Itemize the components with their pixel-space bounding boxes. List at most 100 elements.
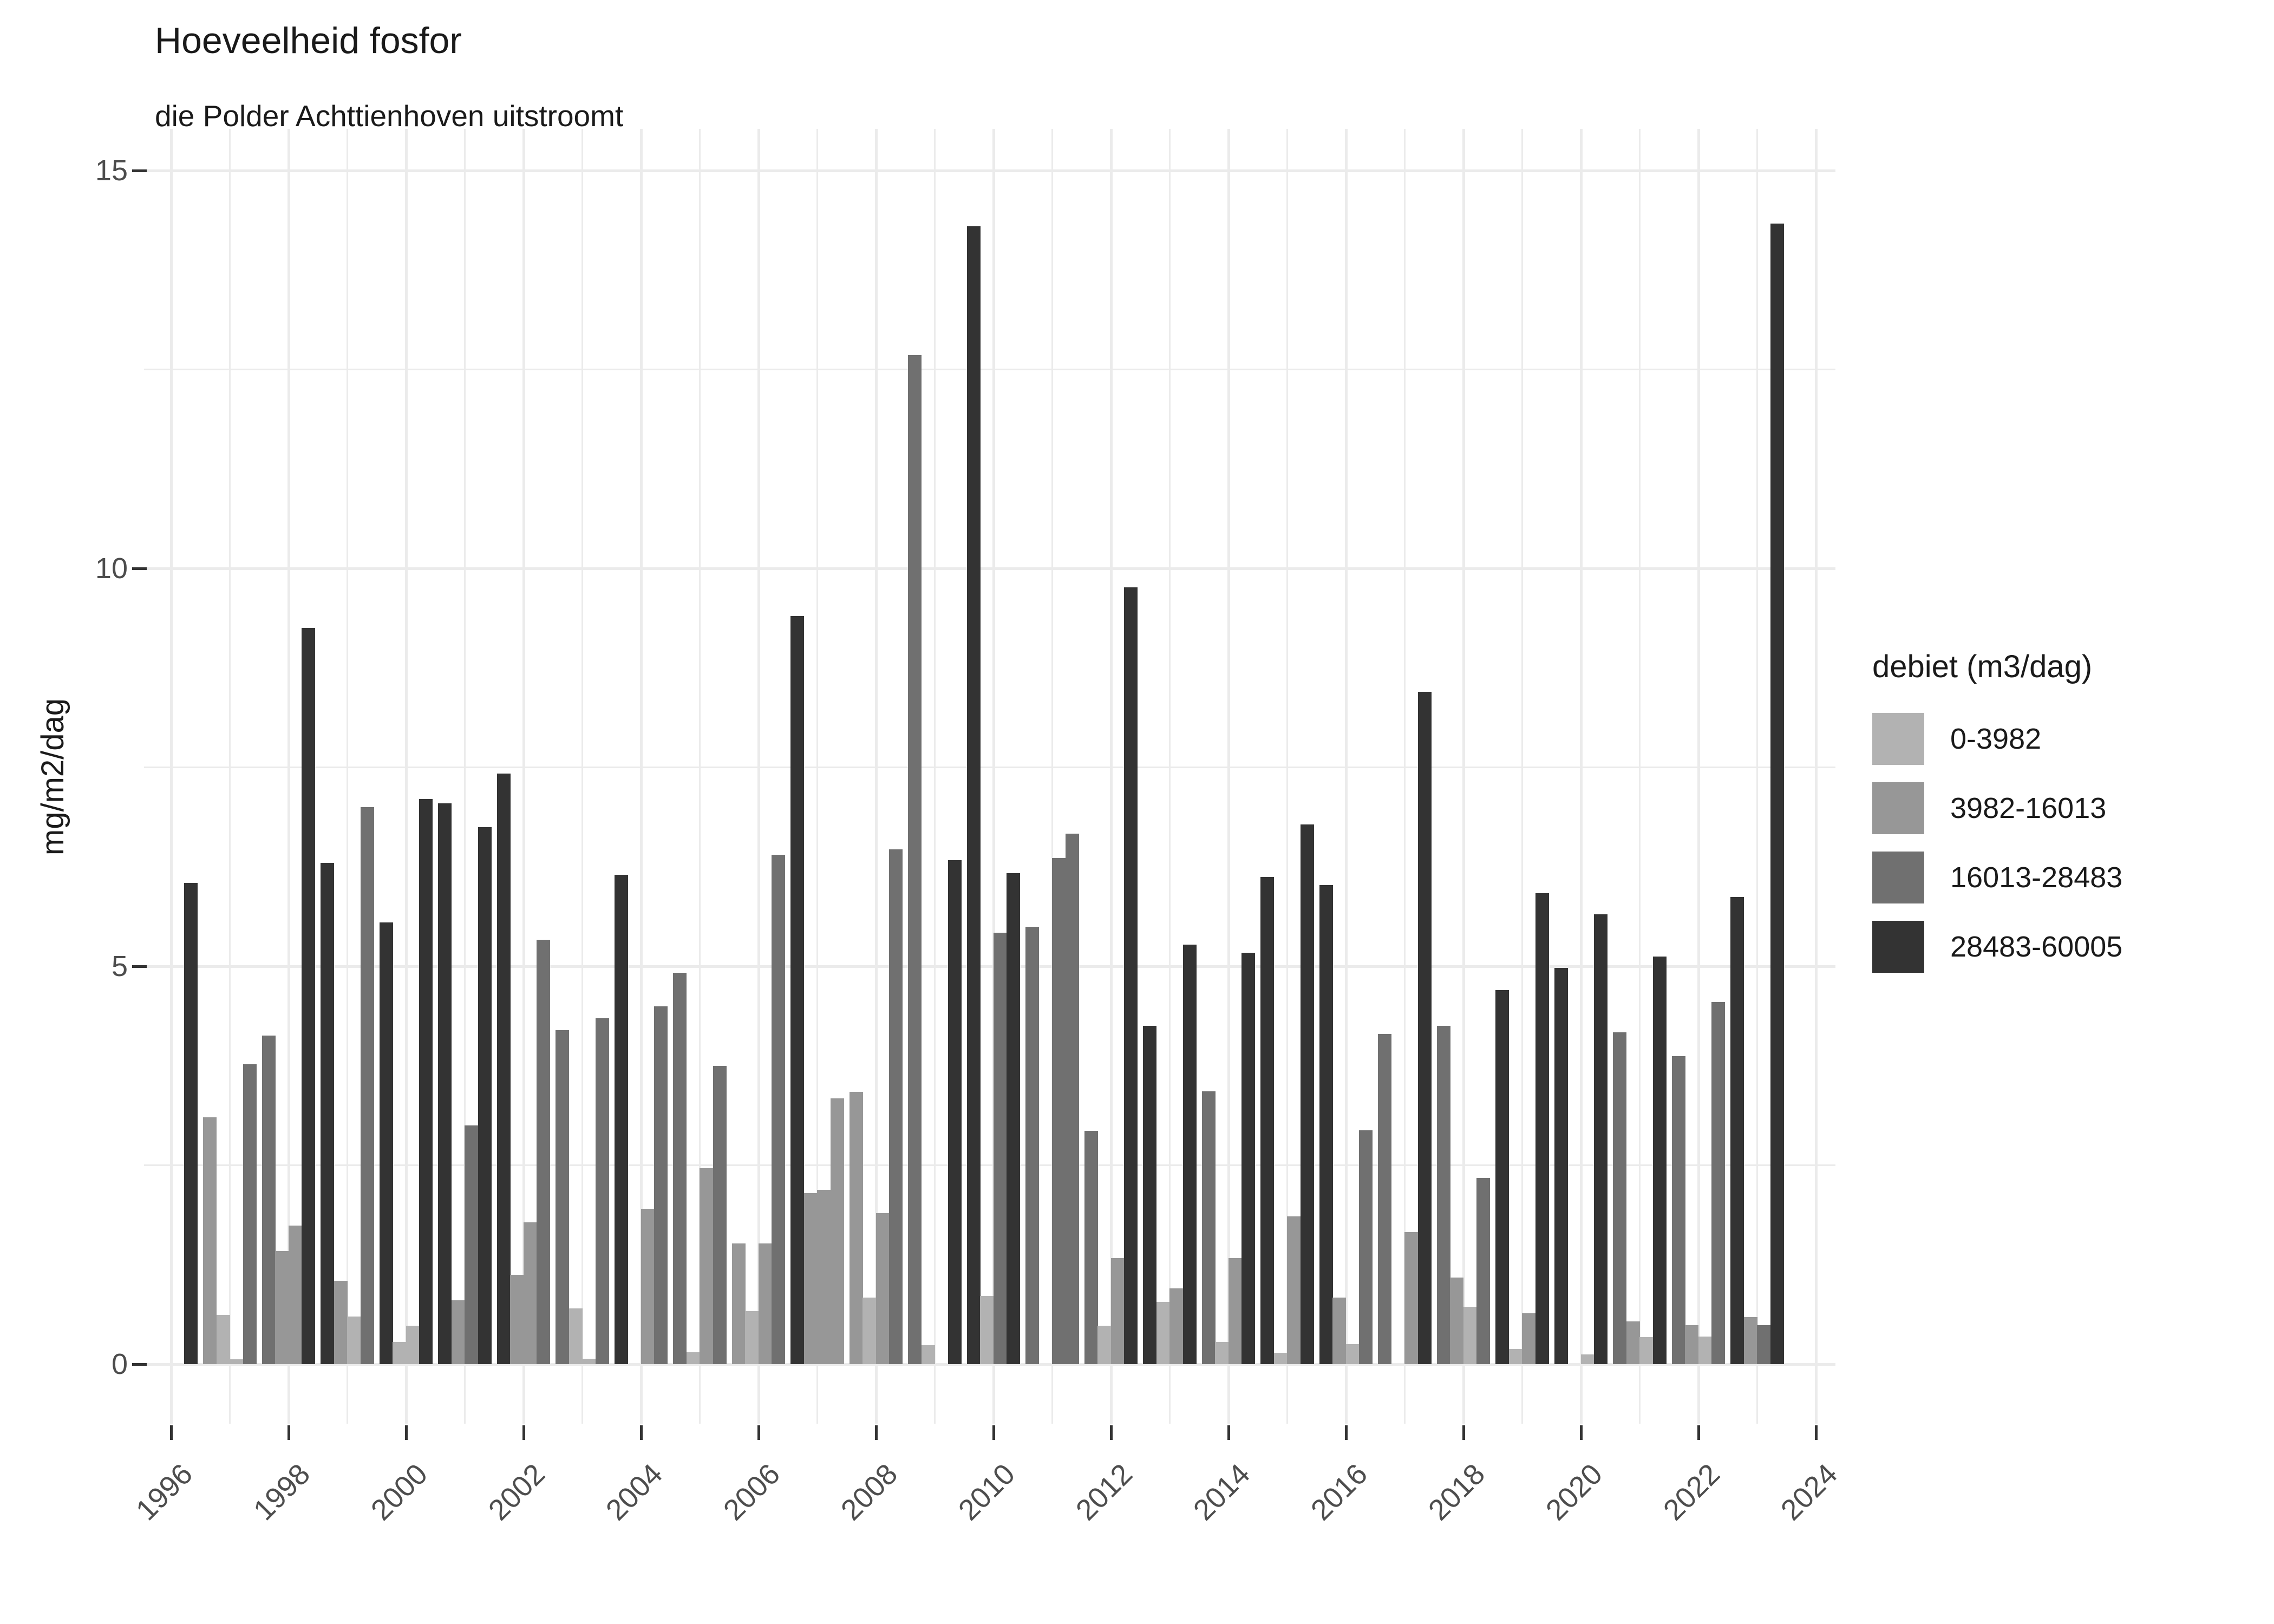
h-gridline-minor xyxy=(144,767,1835,768)
bar-2014-0-3982 xyxy=(1215,1341,1229,1364)
x-tick-label: 2024 xyxy=(1774,1457,1844,1527)
bar-2023-28483-60005 xyxy=(1730,897,1744,1364)
bar-2013-3982-16013 xyxy=(1169,1288,1184,1364)
v-gridline-major xyxy=(522,129,525,1424)
bar-2007-3982-16013 xyxy=(803,1193,818,1364)
bar-2005-3982-16013 xyxy=(700,1168,714,1364)
bar-1998-16013-28483 xyxy=(262,1035,276,1364)
bar-2012-28483-60005 xyxy=(1124,587,1138,1364)
x-tick-label: 2022 xyxy=(1657,1457,1727,1527)
bar-2016-0-3982 xyxy=(1345,1344,1360,1364)
bar-2006-3982-16013 xyxy=(731,1243,746,1364)
bar-2003-0-3982 xyxy=(568,1308,583,1364)
v-gridline-major xyxy=(1109,129,1113,1424)
bar-2007-28483-60005 xyxy=(790,616,805,1364)
legend-item-label: 16013-28483 xyxy=(1950,861,2123,894)
bar-2011-16013-28483 xyxy=(1025,926,1040,1364)
x-tick-mark xyxy=(1227,1425,1230,1440)
bar-2006-3982-16013 xyxy=(758,1243,772,1364)
bar-2022-0-3982 xyxy=(1698,1336,1712,1364)
legend-title: debiet (m3/dag) xyxy=(1872,649,2093,684)
v-gridline-minor xyxy=(581,129,583,1424)
bar-2019-28483-60005 xyxy=(1495,990,1510,1364)
x-tick-label: 2000 xyxy=(364,1457,434,1527)
bar-2004-28483-60005 xyxy=(614,874,628,1364)
bar-2021-16013-28483 xyxy=(1613,1032,1627,1364)
bar-2010-0-3982 xyxy=(980,1295,994,1364)
bar-2001-16013-28483 xyxy=(465,1125,479,1364)
v-gridline-major xyxy=(1462,129,1465,1424)
v-gridline-major xyxy=(992,129,995,1424)
y-tick-label: 0 xyxy=(111,1348,128,1380)
bar-1998-3982-16013 xyxy=(288,1226,302,1364)
v-gridline-minor xyxy=(934,129,936,1424)
bar-2009-16013-28483 xyxy=(908,355,922,1364)
plot-panel xyxy=(144,129,1835,1424)
h-gridline-major xyxy=(144,567,1835,570)
bar-2000-28483-60005 xyxy=(419,799,433,1364)
x-tick-label: 2014 xyxy=(1187,1457,1257,1527)
x-tick-mark xyxy=(639,1425,643,1440)
bar-2018-16013-28483 xyxy=(1476,1178,1491,1364)
bar-2003-0-3982 xyxy=(582,1358,596,1364)
bar-1998-28483-60005 xyxy=(302,628,316,1364)
v-gridline-minor xyxy=(1639,129,1641,1424)
bar-2000-0-3982 xyxy=(406,1326,420,1364)
bar-2001-3982-16013 xyxy=(451,1300,465,1364)
bar-2000-0-3982 xyxy=(393,1341,407,1364)
v-gridline-minor xyxy=(699,129,701,1424)
bar-2001-28483-60005 xyxy=(478,827,492,1364)
bar-2018-16013-28483 xyxy=(1436,1026,1450,1364)
v-gridline-minor xyxy=(816,129,818,1424)
bar-2011-16013-28483 xyxy=(1065,833,1079,1364)
bar-2019-28483-60005 xyxy=(1535,893,1549,1364)
v-gridline-major xyxy=(757,129,760,1424)
x-tick-mark xyxy=(1109,1425,1113,1440)
y-tick-mark xyxy=(132,1363,147,1366)
legend-item-label: 0-3982 xyxy=(1950,723,2042,755)
bar-2017-16013-28483 xyxy=(1378,1033,1392,1364)
bar-2014-3982-16013 xyxy=(1228,1258,1242,1364)
v-gridline-major xyxy=(169,129,173,1424)
bar-2004-16013-28483 xyxy=(654,1006,668,1364)
v-gridline-minor xyxy=(1169,129,1171,1424)
legend: debiet (m3/dag) 0-3982 3982-16013 16013-… xyxy=(1872,649,2122,990)
v-gridline-minor xyxy=(1756,129,1758,1424)
x-tick-mark xyxy=(287,1425,290,1440)
bar-2023-3982-16013 xyxy=(1743,1317,1757,1364)
bar-2015-28483-60005 xyxy=(1300,824,1314,1364)
v-gridline-minor xyxy=(464,129,466,1424)
legend-item: 16013-28483 xyxy=(1872,852,2122,903)
x-tick-label: 1996 xyxy=(129,1457,199,1527)
bar-2000-28483-60005 xyxy=(379,922,393,1364)
bar-1996-28483-60005 xyxy=(184,882,198,1364)
v-gridline-major xyxy=(287,129,290,1424)
bar-2023-28483-60005 xyxy=(1770,224,1784,1364)
bar-2015-28483-60005 xyxy=(1260,877,1275,1364)
bar-2021-28483-60005 xyxy=(1652,957,1667,1364)
y-tick-mark xyxy=(132,169,147,172)
bar-2008-3982-16013 xyxy=(875,1213,890,1364)
h-gridline-major xyxy=(144,965,1835,968)
bar-2006-0-3982 xyxy=(745,1311,759,1364)
x-tick-label: 1998 xyxy=(247,1457,317,1527)
bar-2020-28483-60005 xyxy=(1594,914,1608,1364)
bar-2014-28483-60005 xyxy=(1241,953,1256,1364)
bar-1999-16013-28483 xyxy=(360,807,374,1364)
h-gridline-major xyxy=(144,1363,1835,1366)
bar-2003-16013-28483 xyxy=(556,1030,570,1364)
bar-2003-16013-28483 xyxy=(595,1018,609,1364)
bar-2002-3982-16013 xyxy=(523,1222,537,1364)
bar-2006-16013-28483 xyxy=(772,855,786,1364)
y-tick-mark xyxy=(132,965,147,968)
legend-swatch-color-1 xyxy=(1872,782,1924,834)
x-tick-label: 2008 xyxy=(834,1457,904,1527)
bar-2008-3982-16013 xyxy=(849,1092,863,1364)
bar-2013-28483-60005 xyxy=(1182,945,1197,1364)
bar-2007-3982-16013 xyxy=(817,1190,831,1364)
legend-swatch-color-2 xyxy=(1872,852,1924,903)
v-gridline-major xyxy=(404,129,408,1424)
bar-2022-3982-16013 xyxy=(1685,1325,1699,1364)
v-gridline-major xyxy=(1814,129,1818,1424)
legend-item-label: 28483-60005 xyxy=(1950,931,2123,963)
